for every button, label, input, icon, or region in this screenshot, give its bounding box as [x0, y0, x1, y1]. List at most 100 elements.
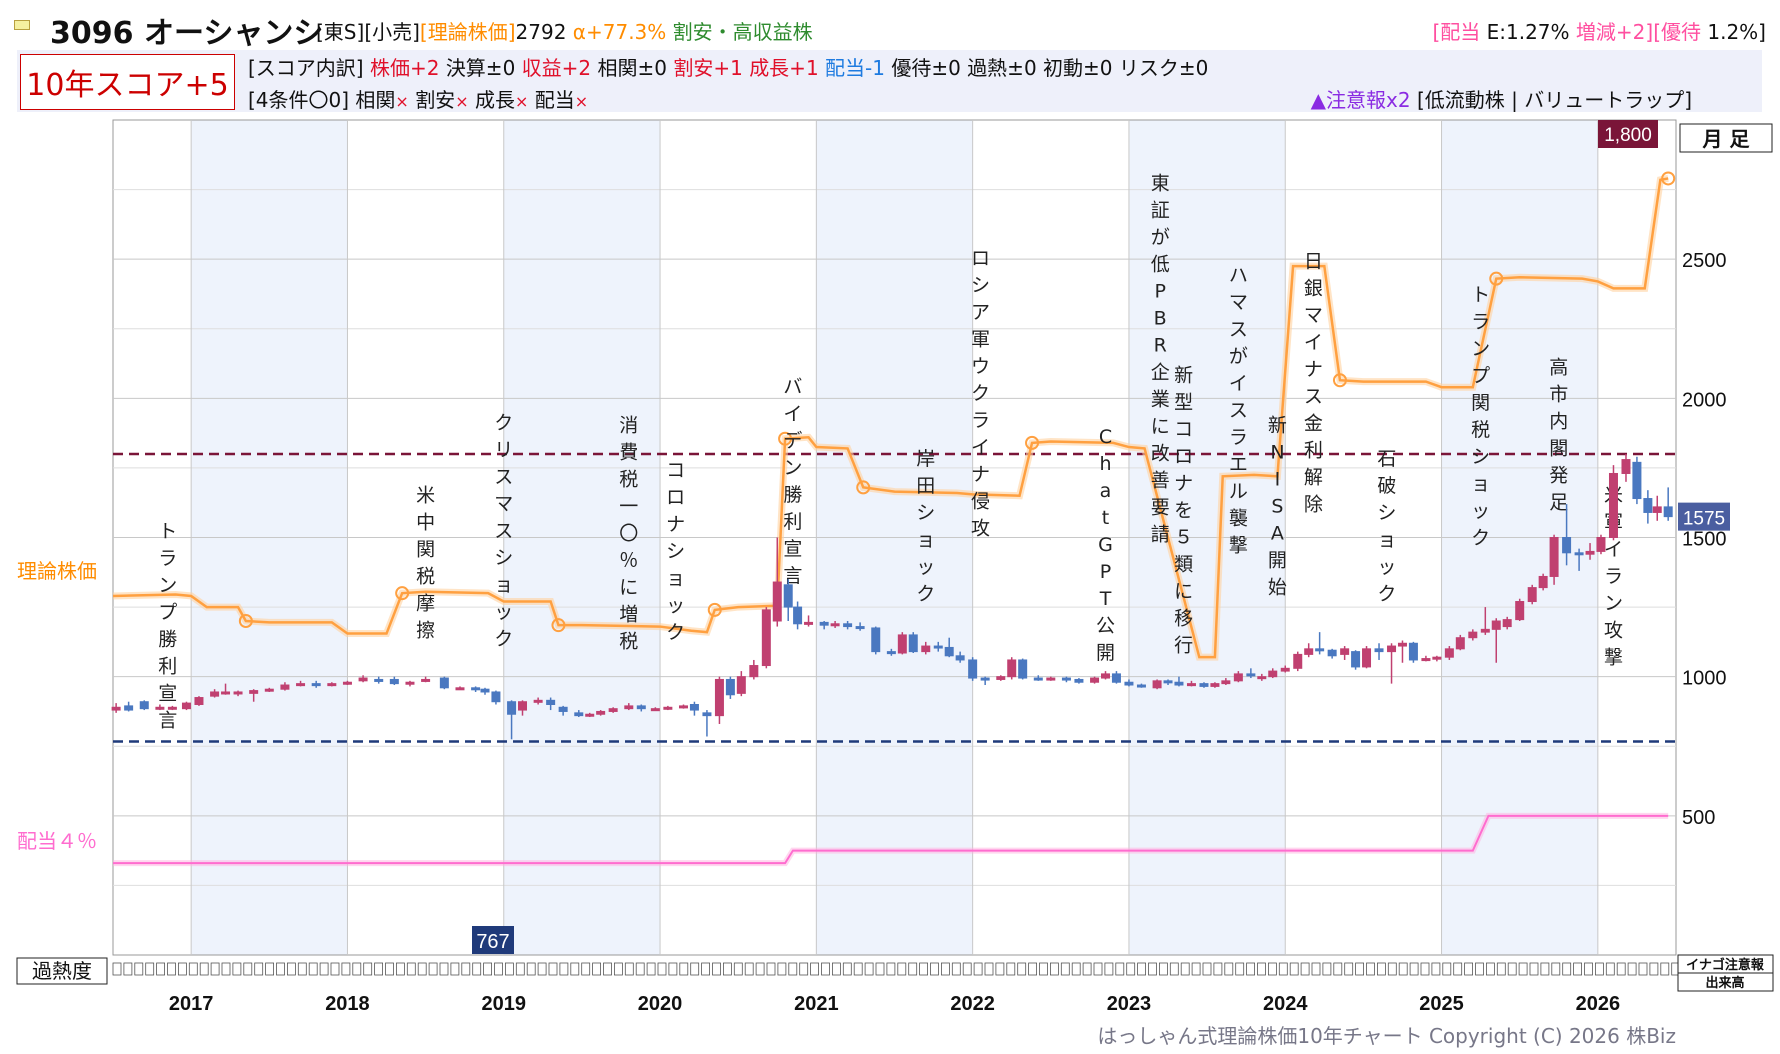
alpha: α+77.3%	[572, 20, 667, 44]
candle-body	[233, 691, 243, 695]
event-char: 金	[1304, 413, 1323, 435]
score-item: 株価+2	[369, 56, 440, 80]
candle-body	[663, 706, 673, 710]
overheat-cell	[395, 962, 405, 976]
overheat-cell	[341, 962, 351, 976]
event-char: 勝	[783, 484, 802, 506]
candle-body	[1340, 648, 1350, 655]
event-char: ス	[1229, 318, 1248, 340]
overheat-cell	[254, 962, 264, 976]
event-char: ョ	[916, 529, 935, 551]
overheat-cell	[221, 962, 231, 976]
candle-body	[155, 706, 165, 710]
theory-point	[1332, 373, 1347, 388]
breakdown-label: [スコア内訳]	[248, 56, 364, 80]
overheat-cell	[624, 962, 634, 976]
event-char: ク	[1471, 527, 1490, 549]
overheat-cell	[123, 962, 133, 976]
event-char: シ	[1471, 446, 1490, 468]
event-char: イ	[1229, 372, 1248, 394]
score-item: 割安+1	[673, 56, 743, 80]
high-label: 1,800	[1604, 125, 1652, 146]
candle-body	[996, 676, 1006, 680]
event-char: ク	[971, 383, 990, 405]
candle-body	[1432, 656, 1442, 660]
event-char: ク	[1377, 583, 1396, 605]
candle-body	[1163, 680, 1173, 684]
event-char: ッ	[1471, 500, 1490, 522]
overheat-cell	[1409, 962, 1419, 976]
change-label: 増減+2]	[1575, 20, 1654, 44]
candle-body	[714, 678, 724, 717]
candle-body	[1111, 673, 1121, 683]
event-char: が	[1151, 227, 1170, 249]
event-char: ロ	[971, 248, 990, 270]
candle-body	[1186, 683, 1196, 687]
event-char: 消	[619, 415, 638, 437]
candle-body	[1327, 649, 1337, 657]
event-char: コ	[666, 459, 685, 481]
event-char: ッ	[494, 601, 513, 623]
candle-body	[1152, 680, 1162, 689]
score-panel	[17, 50, 1762, 112]
volume-box	[1677, 972, 1774, 992]
candle-body	[546, 699, 556, 706]
candle-body	[439, 677, 449, 689]
overheat-cell	[450, 962, 460, 976]
sector: [小売]	[364, 20, 420, 44]
overheat-cell	[1595, 962, 1604, 976]
candle-body	[1257, 676, 1267, 680]
event-char: ス	[1229, 399, 1248, 421]
event-char: 除	[1304, 494, 1323, 516]
event-char: 請	[1151, 524, 1170, 546]
overheat-cell	[1159, 962, 1168, 976]
event-char: マ	[1304, 305, 1323, 327]
event-char: ッ	[916, 556, 935, 578]
event-char: エ	[1229, 453, 1248, 475]
event-char: 摩	[416, 592, 435, 614]
condition-item: 割安×	[415, 88, 469, 112]
candle-body	[124, 705, 134, 711]
candle-body	[480, 688, 490, 693]
event-char: N	[1270, 442, 1284, 464]
low-label: 767	[476, 931, 509, 953]
candle-body	[725, 678, 735, 696]
overheat-cell	[1213, 962, 1223, 976]
candle-body	[327, 683, 337, 687]
stock-code: 3096	[50, 16, 134, 51]
event-char: ク	[916, 583, 935, 605]
candle-body	[1199, 683, 1209, 687]
event-char: 〇	[619, 523, 638, 545]
overheat-cell	[712, 962, 721, 976]
overheat-cell	[919, 962, 928, 976]
theory-point	[856, 480, 871, 495]
candle-body	[1304, 648, 1314, 655]
candle-body	[843, 623, 853, 628]
event-char: 言	[783, 565, 802, 587]
event-char: 証	[1151, 200, 1170, 222]
overheat-cell	[1464, 962, 1473, 976]
candle-body	[1455, 637, 1465, 650]
candle-body	[585, 713, 595, 717]
candle-body	[871, 627, 881, 653]
candle-body	[1663, 506, 1673, 518]
candle-body	[1549, 537, 1559, 577]
market: [東S]	[316, 20, 365, 44]
event-char: 襲	[1229, 507, 1248, 529]
overheat-cell	[995, 962, 1005, 976]
dividend-text: E:1.27%	[1486, 20, 1570, 44]
candle-body	[311, 683, 321, 687]
event-char: 軍	[971, 329, 990, 351]
inago-label: イナゴ注意報	[1686, 957, 1765, 973]
candle-body	[1246, 673, 1256, 677]
theory-price-label: 理論株価	[17, 559, 97, 583]
condition-item: 成長×	[474, 88, 529, 112]
candle-body	[249, 690, 259, 694]
score-item: 初動±0	[1043, 56, 1113, 80]
event-char: 攻	[1604, 619, 1623, 641]
event-char: 日	[1304, 251, 1323, 273]
event-char: ス	[494, 520, 513, 542]
candle-body	[421, 678, 431, 682]
candle-body	[1408, 642, 1418, 661]
period-box	[1679, 123, 1773, 153]
